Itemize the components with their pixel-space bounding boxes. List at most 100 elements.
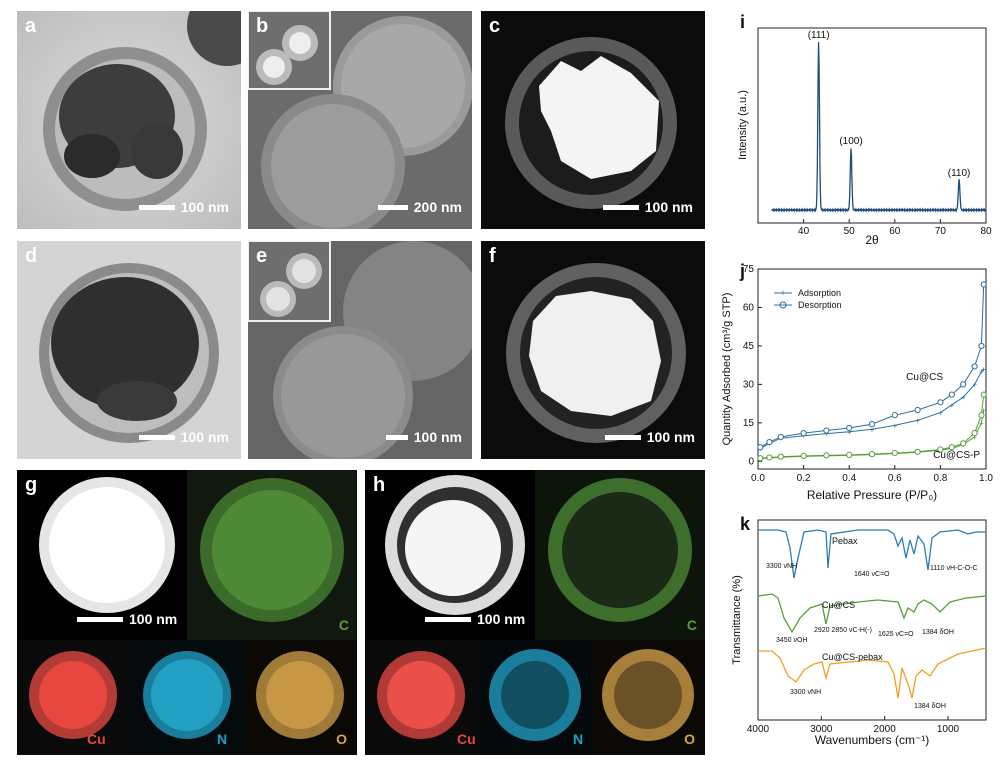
xrd-pattern-line: [771, 42, 987, 213]
panel-label: f: [489, 245, 496, 267]
desorption-point: [891, 450, 898, 457]
x-tick-label: 50: [844, 226, 856, 237]
tem-image-d: [17, 241, 241, 459]
panel-f: f 100 nm: [481, 241, 705, 459]
panel-label: k: [740, 514, 751, 534]
panel-label: d: [25, 245, 38, 267]
ftir-line-cu-cs-pebax: [758, 647, 987, 699]
adsorption-point: +: [972, 433, 977, 442]
x-tick-label: 80: [980, 226, 992, 237]
annotation-cu-cs-p: Cu@CS-P: [933, 450, 980, 461]
adsorption-point: +: [979, 368, 984, 377]
desorption-point: [823, 427, 830, 434]
y-axis-label: Transmittance (%): [731, 575, 743, 664]
plot-frame: [757, 268, 987, 470]
adsorption-point: +: [824, 430, 829, 439]
sem-image-b: [248, 11, 472, 229]
desorption-point: [960, 440, 967, 447]
annotation: 3450 νOH: [776, 637, 808, 644]
x-axis-label: Relative Pressure (P/P₀): [807, 488, 937, 502]
desorption-point: [777, 433, 784, 441]
y-tick-label: 75: [743, 264, 755, 275]
panel-d: d 100 nm: [17, 241, 241, 459]
eds-maps-g: [17, 470, 357, 755]
element-label-c: C: [338, 617, 349, 633]
desorption-point: [766, 438, 773, 446]
svg-text:+: +: [780, 288, 785, 298]
y-tick-label: 30: [743, 379, 755, 390]
x-tick-label: 0.6: [888, 473, 902, 484]
x-tick-label: 4000: [747, 724, 770, 735]
annotation: 3300 νNH: [766, 563, 797, 570]
tem-image-a: [17, 11, 241, 229]
x-tick-label: 0.8: [933, 473, 947, 484]
annotation: 1384 δOH: [914, 703, 946, 710]
annotation: 1110 νH-C-O-C: [930, 565, 978, 572]
y-axis-label: Quantity Adsorbed (cm³/g STP): [721, 293, 733, 446]
panel-label: g: [25, 474, 38, 496]
desorption-point: [971, 430, 978, 437]
x-tick-label: 1.0: [979, 473, 993, 484]
adsorption-line: [760, 368, 985, 449]
panel-label: j: [739, 261, 745, 281]
adsorption-point: +: [979, 419, 984, 428]
series-label-cu-cs-pebax: Cu@CS-pebax: [822, 652, 883, 662]
element-label-n: N: [573, 731, 584, 747]
element-label-cu: Cu: [87, 731, 106, 747]
adsorption-point: +: [972, 380, 977, 389]
desorption-point: [891, 412, 898, 419]
legend-desorption: Desorption: [798, 300, 842, 310]
panel-label: i: [740, 12, 745, 32]
series-label-cu-cs: Cu@CS: [822, 600, 855, 610]
desorption-point: [980, 281, 987, 288]
scale-bar: 100 nm: [77, 611, 177, 627]
desorption-point: [846, 451, 853, 458]
element-label-c: C: [686, 617, 697, 633]
y-tick-label: 0: [748, 456, 754, 467]
element-label-o: O: [684, 731, 695, 747]
desorption-point: [823, 452, 830, 459]
x-tick-label: 1000: [937, 724, 960, 735]
x-axis-label: 2θ: [865, 233, 879, 247]
x-axis-label: Wavenumbers (cm⁻¹): [815, 733, 930, 747]
desorption-point: [868, 421, 876, 428]
x-tick-label: 0.0: [751, 473, 765, 484]
x-tick-label: 2000: [874, 724, 897, 735]
legend: + Adsorption Desorption: [774, 288, 842, 310]
sem-image-e: [248, 241, 472, 459]
scale-bar: 100 nm: [604, 429, 695, 445]
annotation: 1640 νC=O: [854, 571, 890, 578]
x-tick-label: 40: [798, 226, 810, 237]
annotation-cu-cs: Cu@CS: [906, 372, 943, 383]
x-tick-label: 60: [889, 226, 901, 237]
scale-bar: 100 nm: [385, 429, 462, 445]
desorption-point: [937, 399, 944, 406]
ftir-line-pebax: [758, 529, 986, 579]
desorption-point: [914, 406, 921, 414]
annotation: 2920 2850 νC-H(-): [814, 627, 872, 634]
y-tick-label: 60: [743, 302, 755, 313]
panel-label: e: [256, 245, 268, 267]
panel-a: a 100 nm: [17, 11, 241, 229]
scale-bar: 100 nm: [138, 429, 229, 445]
eds-maps-h: [365, 470, 705, 755]
element-label-n: N: [217, 731, 228, 747]
plot-frame: [757, 27, 987, 224]
desorption-point: [978, 342, 985, 350]
element-label-cu: Cu: [457, 731, 476, 747]
adsorption-point: +: [961, 393, 966, 402]
annotation: 1625 νC=O: [878, 631, 914, 638]
peak-label: (111): [808, 30, 830, 41]
y-tick-label: 15: [743, 418, 755, 429]
scale-bar: 100 nm: [138, 199, 229, 215]
peak-label: (110): [948, 168, 971, 179]
desorption-point: [948, 391, 955, 398]
desorption-point: [846, 424, 853, 432]
series-label-pebax: Pebax: [832, 536, 858, 546]
panel-label: b: [256, 15, 269, 37]
desorption-point: [757, 444, 764, 451]
panel-e: e 100 nm: [248, 241, 472, 459]
x-tick-label: 0.2: [797, 473, 811, 484]
desorption-point: [766, 454, 773, 461]
desorption-point: [914, 448, 921, 455]
